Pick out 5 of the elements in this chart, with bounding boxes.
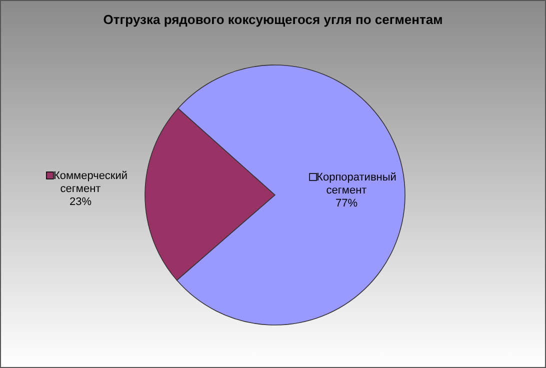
slice-label: Корпоративный сегмент <box>316 172 396 196</box>
data-label: 77% <box>335 198 358 210</box>
legend-label: Коммерческий сегмент <box>53 170 128 195</box>
chart-title: Отгрузка рядового коксующегося угля по сегментам <box>103 12 443 27</box>
data-label: 23% <box>69 196 92 208</box>
